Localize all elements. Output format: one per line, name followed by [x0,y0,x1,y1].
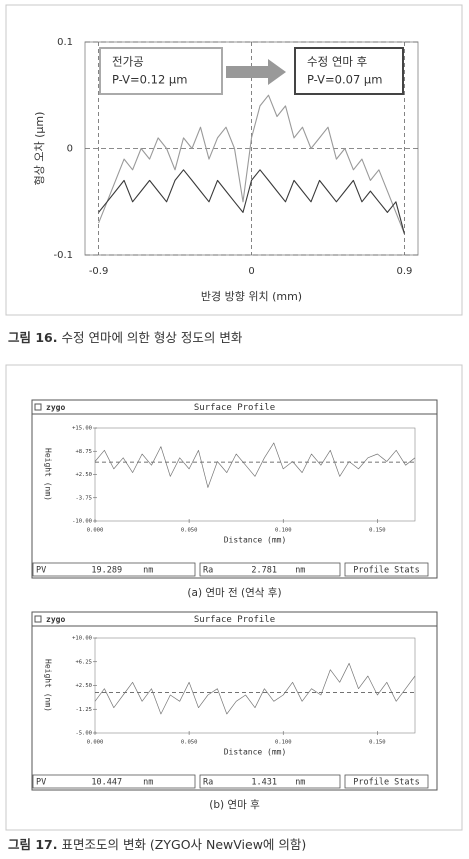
y-tick-label: -0.1 [53,250,73,261]
y-tick-label: -1.25 [75,707,92,713]
stat-box [32,562,196,577]
y-tick-label: -10.00 [72,519,92,525]
figure-caption: 그림 16. 수정 연마에 의한 형상 정도의 변화 [8,330,243,345]
x-tick-label: 0.050 [181,740,198,746]
y-tick-label: +6.25 [75,659,92,665]
caption-text: 수정 연마에 의한 형상 정도의 변화 [61,330,242,345]
profile-line [98,94,405,234]
x-tick-label: 0.150 [369,528,386,534]
stats-button[interactable] [344,774,429,789]
stat-unit: nm [143,778,153,788]
profile-line [98,169,405,234]
stat-label: Ra [203,778,213,788]
arrow [226,59,286,85]
annotation-title: 수정 연마 후 [307,55,367,69]
window [31,399,438,579]
figure-frame [5,364,463,831]
annotation-text: P-V=0.07 μm [307,73,382,87]
y-tick-label: -5.00 [75,731,92,737]
y-tick-label: +2.50 [75,472,92,478]
stat-value: 2.781 [251,566,277,576]
subfigure-caption: (b) 연마 후 [209,799,260,811]
x-tick-label: 0.100 [275,528,292,534]
stat-unit: nm [295,778,305,788]
stat-unit: nm [295,566,305,576]
annotation-box [99,47,223,95]
stat-box [199,774,341,789]
annotation-box [294,47,404,95]
menu-icon [34,403,42,411]
profile-line [94,442,416,488]
stats-button-label: Profile Stats [353,566,420,576]
stat-value: 19.289 [91,566,122,576]
x-tick-label: 0.9 [396,266,412,277]
menu-icon [34,615,42,623]
y-tick-label: +2.50 [75,683,92,689]
window-title: zygo [46,403,65,412]
stats-button-label: Profile Stats [353,778,420,788]
caption-label: 그림 17. [8,837,58,852]
y-axis-label: Height (nm) [44,448,53,501]
stat-box [32,774,196,789]
caption-text: 표면조도의 변화 (ZYGO사 NewView에 의함) [61,837,306,852]
stat-label: PV [36,566,46,576]
profile-title: Surface Profile [194,403,275,413]
stat-box [199,562,341,577]
x-tick-label: 0 [248,266,254,277]
stat-value: 1.431 [251,778,277,788]
x-axis-label: Distance (mm) [224,748,287,757]
y-tick-label: +8.75 [75,449,92,455]
stats-button[interactable] [344,562,429,577]
y-axis-label: 형상 오차 (μm) [33,112,46,186]
stat-label: PV [36,778,46,788]
profile-title: Surface Profile [194,615,275,625]
figure-frame [5,4,463,316]
y-tick-label: 0.1 [57,37,73,48]
x-tick-label: 0.150 [369,740,386,746]
x-tick-label: 0.000 [87,528,104,534]
figure-caption: 그림 17. 표면조도의 변화 (ZYGO사 NewView에 의함) [8,837,306,852]
annotation-title: 전가공 [112,55,144,69]
y-tick-label: +10.00 [72,636,92,642]
window-title: zygo [46,615,65,624]
window [31,611,438,791]
caption-label: 그림 16. [8,330,58,345]
x-tick-label: -0.9 [89,266,109,277]
annotation-text: P-V=0.12 μm [112,73,187,87]
x-axis-label: 반경 방향 위치 (mm) [201,290,302,303]
y-axis-label: Height (nm) [44,659,53,712]
x-axis-label: Distance (mm) [224,536,287,545]
x-tick-label: 0.000 [87,740,104,746]
stat-label: Ra [203,566,213,576]
subfigure-caption: (a) 연마 전 (연삭 후) [187,587,281,599]
x-tick-label: 0.050 [181,528,198,534]
profile-line [94,662,416,715]
x-tick-label: 0.100 [275,740,292,746]
stat-value: 10.447 [91,778,122,788]
y-tick-label: -3.75 [75,495,92,501]
y-tick-label: 0 [67,144,73,155]
stat-unit: nm [143,566,153,576]
y-tick-label: +15.00 [72,426,92,432]
